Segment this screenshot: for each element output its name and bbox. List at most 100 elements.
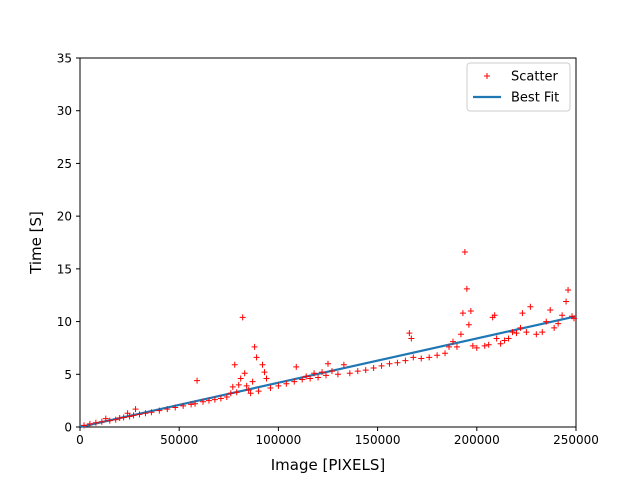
scatter-point (251, 343, 258, 350)
y-axis-label: Time [S] (27, 211, 45, 275)
scatter-point (243, 382, 250, 389)
scatter-point (328, 368, 335, 375)
scatter-point (533, 331, 540, 338)
y-tick-label: 20 (57, 210, 72, 224)
scatter-point (325, 360, 331, 367)
scatter-point (194, 377, 201, 384)
y-axis-ticks: 0 5 10 15 20 25 30 35 (57, 52, 80, 435)
scatter-point (102, 415, 109, 422)
scatter-point (402, 357, 409, 364)
scatter-point (527, 303, 534, 310)
best-fit-line (79, 315, 577, 429)
scatter-point (148, 409, 155, 416)
legend: Scatter Best Fit (466, 62, 571, 112)
scatter-point (200, 398, 207, 405)
scatter-point (291, 378, 298, 385)
y-tick-label: 5 (64, 368, 72, 382)
scatter-point (233, 389, 240, 396)
scatter-point (267, 384, 274, 391)
scatter-point (565, 286, 572, 293)
scatter-point (172, 404, 179, 411)
scatter-point (98, 418, 105, 425)
scatter-point (192, 400, 199, 407)
scatter-point (505, 335, 512, 342)
scatter-point (92, 419, 99, 426)
scatter-point (547, 306, 554, 313)
scatter-point (346, 370, 353, 377)
scatter-point (223, 393, 230, 400)
scatter-point (307, 375, 314, 382)
scatter-point (136, 411, 143, 418)
scatter-point (253, 354, 260, 361)
scatter-point (132, 406, 139, 413)
scatter-point (563, 298, 570, 305)
scatter-point (551, 324, 558, 331)
scatter-point (410, 354, 417, 361)
scatter-point (315, 374, 322, 381)
x-tick-label: 150000 (355, 433, 401, 447)
y-tick-label: 15 (57, 262, 72, 276)
scatter-point (156, 407, 163, 414)
scatter-point (465, 321, 472, 328)
scatter-point (249, 378, 256, 385)
scatter-point (378, 362, 385, 369)
scatter-point (461, 248, 468, 255)
scatter-points-layer (80, 248, 578, 429)
scatter-point (80, 422, 87, 429)
scatter-point (259, 361, 266, 368)
legend-label: Best Fit (511, 91, 559, 106)
scatter-point (362, 367, 369, 374)
scatter-point (231, 361, 238, 368)
scatter-point (263, 375, 270, 382)
scatter-point (227, 390, 234, 397)
y-tick-label: 35 (57, 52, 72, 66)
scatter-point (559, 312, 566, 319)
scatter-point (261, 369, 268, 376)
x-tick-label: 250000 (553, 433, 599, 447)
best-fit-layer (79, 315, 577, 429)
scatter-point (543, 318, 550, 325)
x-tick-label: 100000 (255, 433, 301, 447)
scatter-point (283, 380, 290, 387)
scatter-point (217, 395, 224, 402)
scatter-point (245, 387, 252, 394)
scatter-point (112, 416, 119, 423)
legend-label: Scatter (511, 70, 559, 85)
scatter-point (434, 352, 441, 359)
scatter-point (513, 330, 520, 337)
scatter-point (188, 401, 195, 408)
x-tick-label: 200000 (454, 433, 500, 447)
scatter-point (319, 369, 326, 376)
scatter-point (235, 381, 242, 388)
scatter-point (493, 335, 500, 342)
scatter-point (555, 320, 562, 327)
scatter-point (497, 340, 504, 347)
scatter-point (142, 410, 149, 417)
scatter-point (501, 337, 508, 344)
scatter-point (446, 343, 453, 350)
x-axis-label: Image [PIXELS] (271, 456, 386, 474)
scatter-point (247, 390, 254, 397)
scatter-point (299, 376, 306, 383)
x-tick-label: 50000 (160, 433, 198, 447)
scatter-point (229, 383, 236, 390)
scatter-point (255, 388, 262, 395)
scatter-point (164, 406, 171, 413)
scatter-point (519, 310, 526, 317)
x-tick-label: 0 (76, 433, 84, 447)
scatter-point (442, 350, 449, 357)
scatter-point (205, 397, 212, 404)
scatter-point (126, 413, 133, 420)
scatter-point (571, 315, 578, 322)
scatter-point (334, 371, 341, 378)
scatter-point (120, 414, 127, 421)
y-tick-label: 0 (64, 421, 72, 435)
y-tick-label: 10 (57, 315, 72, 329)
scatter-point (323, 372, 330, 379)
legend-box (466, 62, 571, 112)
scatter-point (453, 343, 460, 350)
scatter-point (130, 412, 137, 419)
scatter-point (211, 396, 218, 403)
scatter-point (408, 335, 415, 342)
scatter-point (124, 410, 131, 417)
